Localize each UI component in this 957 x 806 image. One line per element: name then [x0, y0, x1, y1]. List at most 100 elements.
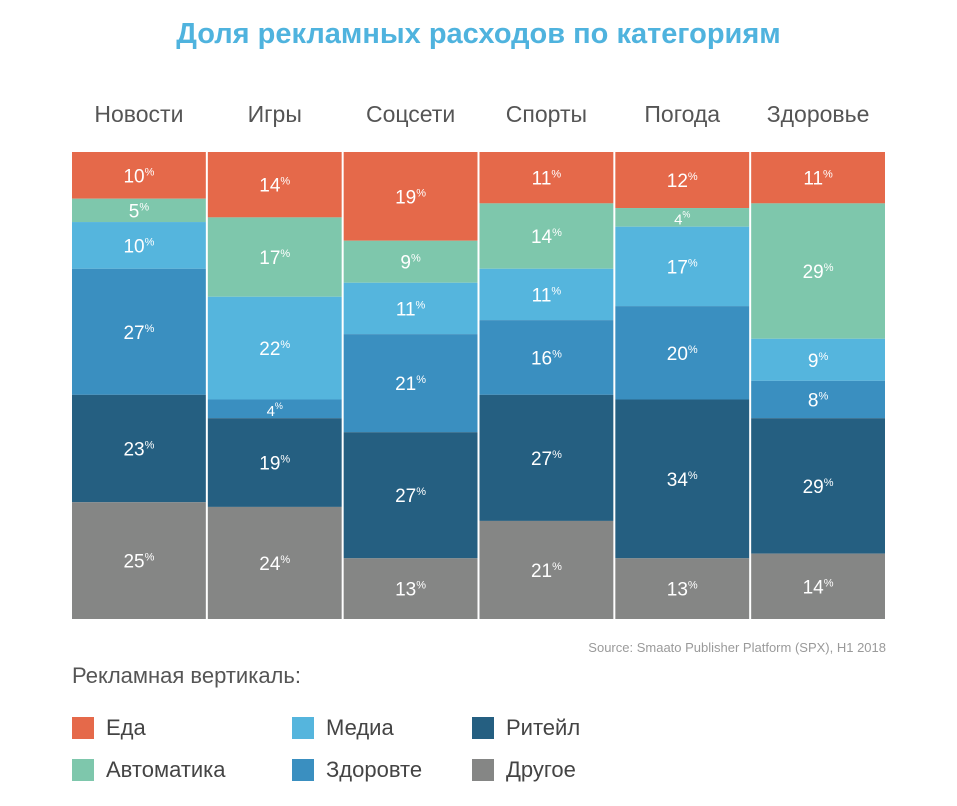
data-label: 14%: [531, 227, 562, 248]
bar-segment: [207, 296, 342, 400]
data-label: 12%: [667, 171, 698, 192]
data-label: 10%: [123, 236, 154, 257]
data-label: 27%: [395, 486, 426, 507]
data-label: 14%: [259, 176, 290, 197]
bar-segment: [343, 558, 478, 619]
legend-item-automotive: Автоматика: [72, 757, 226, 783]
bar-segment: [479, 152, 614, 204]
legend-title: Рекламная вертикаль:: [72, 663, 301, 688]
bar-segment: [207, 506, 342, 619]
category-label: Здоровье: [767, 101, 870, 127]
source-note: Source: Smaato Publisher Platform (SPX),…: [588, 640, 886, 655]
data-label: 13%: [395, 580, 426, 601]
bar-segment: [207, 152, 342, 218]
category-label: Новости: [94, 101, 183, 127]
bar-segment: [751, 418, 885, 554]
category-label: Соцсети: [366, 101, 455, 127]
bar-segment: [343, 334, 478, 433]
data-label: 5%: [129, 201, 150, 222]
legend-swatch-other: [472, 759, 494, 781]
bar-segment: [615, 558, 750, 619]
data-label: 11%: [532, 285, 562, 306]
legend-item-retail: Ритейл: [472, 715, 580, 741]
bar-segment: [343, 432, 478, 559]
data-label: 21%: [395, 374, 426, 395]
bar-segment: [615, 208, 750, 227]
legend-item-media: Медиа: [292, 715, 394, 741]
data-label: 10%: [123, 166, 154, 187]
data-label: 23%: [123, 440, 154, 461]
category-label: Погода: [644, 101, 720, 127]
bar-segment: [615, 152, 750, 209]
data-label: 25%: [123, 552, 154, 573]
chart-title: Доля рекламных расходов по категориям: [176, 18, 781, 50]
bar-segment: [751, 152, 885, 204]
bar-segment: [72, 268, 206, 395]
bar-segment: [751, 203, 885, 339]
legend-label-retail: Ритейл: [506, 715, 581, 740]
legend-swatch-media: [292, 717, 314, 739]
data-label: 17%: [259, 248, 290, 269]
bar-segment: [72, 222, 206, 269]
legend-item-food: Еда: [72, 715, 146, 741]
bar-segment: [72, 198, 206, 223]
bar-segment: [72, 394, 206, 503]
bar-segment: [479, 268, 614, 321]
bar-segment: [479, 520, 614, 619]
bar-segment: [479, 394, 614, 521]
bar-segment: [343, 152, 478, 241]
data-label: 27%: [123, 323, 154, 344]
category-label: Спорты: [506, 101, 587, 127]
data-label: 9%: [400, 253, 421, 274]
legend-label-health: Здоровте: [326, 757, 423, 782]
bar-segment: [615, 399, 750, 559]
data-label: 19%: [395, 187, 426, 208]
bar-segment: [207, 399, 342, 419]
data-label: 8%: [808, 391, 829, 412]
legend-label-other: Другое: [506, 757, 576, 782]
data-label: 9%: [808, 351, 829, 372]
category-label: Игры: [248, 101, 302, 127]
data-label: 22%: [259, 339, 290, 360]
data-label: 21%: [531, 561, 562, 582]
legend-item-health: Здоровте: [292, 757, 422, 783]
legend-item-other: Другое: [472, 757, 576, 783]
bar-segment: [615, 226, 750, 307]
legend-swatch-automotive: [72, 759, 94, 781]
data-label: 11%: [396, 299, 426, 320]
data-label: 17%: [667, 257, 698, 278]
bar-segment: [72, 152, 206, 199]
legend-swatch-retail: [472, 717, 494, 739]
legend-label-automotive: Автоматика: [106, 757, 226, 782]
bar-segment: [207, 217, 342, 297]
legend-swatch-food: [72, 717, 94, 739]
data-label: 27%: [531, 449, 562, 470]
data-label: 20%: [667, 344, 698, 365]
data-label: 19%: [259, 454, 290, 475]
data-label: 29%: [803, 477, 834, 498]
bar-segment: [479, 320, 614, 395]
data-label: 24%: [259, 554, 290, 575]
bar-segment: [751, 553, 885, 619]
legend-label-media: Медиа: [326, 715, 394, 740]
bar-segment: [479, 203, 614, 269]
bar-segment: [751, 380, 885, 419]
bar-segment: [343, 240, 478, 283]
legend-swatch-health: [292, 759, 314, 781]
bar-segment: [72, 502, 206, 619]
data-label: 13%: [667, 580, 698, 601]
data-label: 14%: [803, 577, 834, 598]
data-label: 29%: [803, 262, 834, 283]
bar-segment: [343, 282, 478, 335]
data-label: 4%: [674, 209, 690, 228]
legend-label-food: Еда: [106, 715, 146, 740]
bar-segment: [751, 338, 885, 381]
bar-segment: [615, 306, 750, 400]
data-label: 34%: [667, 470, 698, 491]
data-label: 11%: [803, 169, 833, 190]
data-label: 11%: [532, 169, 562, 190]
data-label: 4%: [267, 401, 283, 420]
bar-segment: [207, 418, 342, 507]
data-label: 16%: [531, 348, 562, 369]
